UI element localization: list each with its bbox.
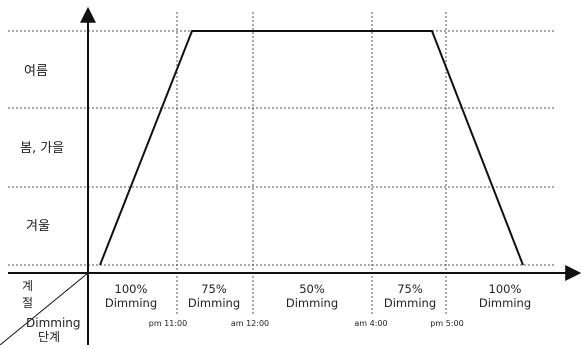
time-am-12: am 12:00 [231, 319, 269, 328]
corner-dimming-word: Dimming [26, 316, 81, 330]
level-gridlines [8, 30, 555, 266]
time-am-4: am 4:00 [354, 319, 387, 328]
corner-season-char-2: 절 [22, 296, 33, 310]
time-markers: pm 11:00 am 12:00 am 4:00 pm 5:00 [149, 319, 464, 328]
dimming-profile-line [99, 30, 524, 266]
period-1-word: Dimming [105, 296, 157, 310]
corner-season-char-1: 계 [22, 279, 33, 293]
season-label-summer: 여름 [24, 64, 48, 79]
period-2-percent: 75% [201, 282, 227, 296]
period-4-word: Dimming [384, 296, 436, 310]
corner-diagonal [0, 272, 89, 346]
period-1-percent: 100% [115, 282, 148, 296]
season-label-winter: 겨울 [26, 219, 50, 234]
period-4-percent: 75% [397, 282, 423, 296]
period-3-percent: 50% [299, 282, 325, 296]
period-2-word: Dimming [188, 296, 240, 310]
time-pm-11: pm 11:00 [149, 319, 187, 328]
period-labels: 100% Dimming 75% Dimming 50% Dimming 75%… [105, 282, 531, 310]
period-3-word: Dimming [286, 296, 338, 310]
time-pm-5: pm 5:00 [430, 319, 463, 328]
corner-dimming-stage: 단계 [38, 330, 60, 344]
period-5-word: Dimming [479, 296, 531, 310]
period-dividers [176, 12, 447, 315]
period-5-percent: 100% [489, 282, 522, 296]
season-label-spring-autumn: 봄, 가을 [20, 141, 64, 156]
